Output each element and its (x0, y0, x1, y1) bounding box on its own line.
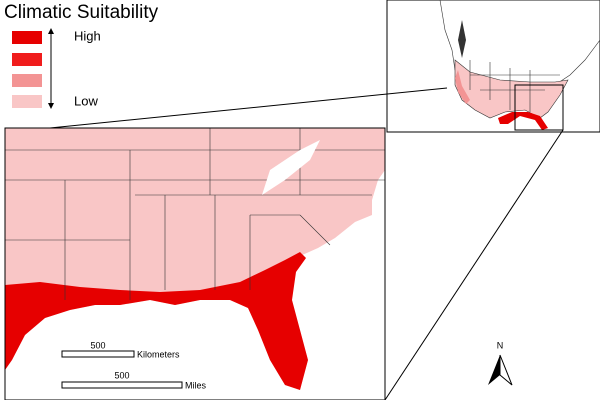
connector-line (49, 87, 448, 129)
scale-unit: Kilometers (137, 349, 180, 359)
legend-swatch (12, 31, 42, 44)
legend-swatch (12, 95, 42, 108)
legend-high: High (74, 28, 101, 43)
scale-value: 500 (114, 370, 129, 380)
north-label: N (497, 340, 504, 350)
connector-line (384, 129, 564, 400)
inset-extent-box (514, 84, 564, 131)
legend-swatch (12, 74, 42, 87)
inset-map (386, 0, 600, 133)
scale-bar-mi (61, 381, 183, 389)
main-map (4, 127, 386, 400)
north-arrow (488, 355, 500, 385)
scale-unit: Miles (185, 380, 207, 390)
north-arrow (499, 354, 513, 386)
scale-bar-km (61, 350, 135, 358)
legend-swatch (12, 53, 42, 66)
scale-value: 500 (90, 340, 105, 350)
legend-low: Low (74, 93, 98, 108)
legend-title: Climatic Suitability (4, 2, 159, 23)
